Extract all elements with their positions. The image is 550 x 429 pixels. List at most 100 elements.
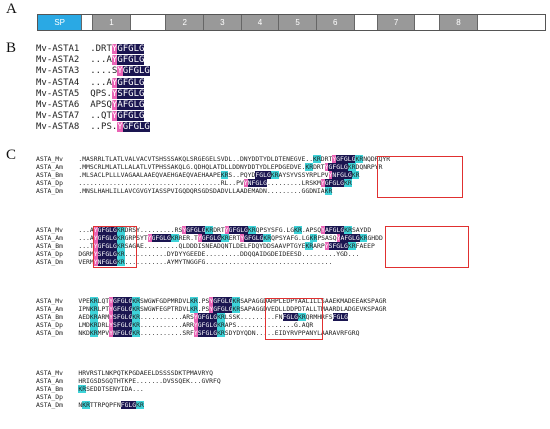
alignment-row-name: ASTA_Am xyxy=(36,163,71,172)
alignment-block-4: ASTA_Mv HRVRSTLNKPQTKPGDAEELDSSSSDKTPMAV… xyxy=(36,369,221,410)
alignment-row-sequence: .....................................RL.… xyxy=(78,179,352,188)
alignment-row-sequence: .MLSACLPLLLVAGAALAAEQVAEHGAEQVAEHAAPEKRS… xyxy=(78,171,360,180)
alignment-row-sequence: VERMYNFGLGKR...........AYMYTNGGFG.......… xyxy=(78,258,333,267)
repeat-box xyxy=(385,226,469,268)
spacer-segment xyxy=(415,15,441,30)
alignment-row-sequence: NKRTTRPQPFNFGLGKR xyxy=(78,401,144,410)
domain-architecture-bar: SP 1 2 3 4 5 6 7 8 xyxy=(37,14,546,31)
motif-row-sequence: ..QTYGFGLG xyxy=(90,111,145,122)
alignment-row-sequence: AEDKRARMYSFGLGKR...........ARSYGFGLGKRLS… xyxy=(78,313,349,322)
alignment-row: ASTA_Dp LMDKRDRLYSFGLGKR...........ARRYG… xyxy=(36,321,386,330)
motif-row: Mv-ASTA5 QPS.YSFGLG xyxy=(36,88,150,100)
motif-row-name: Mv-ASTA5 xyxy=(36,88,85,99)
alignment-row-name: ASTA_Bm xyxy=(36,242,71,251)
alignment-row-sequence: .MMSCRLMLATLLALATLVTPHSSAKQLG.QDHQLATDLL… xyxy=(78,163,383,172)
repeat-segment: 6 xyxy=(316,15,355,30)
alignment-row: ASTA_Bm ...TYGFGLGKRSAGAE.........QLDDDI… xyxy=(36,242,383,251)
motif-row: Mv-ASTA1 .DRTYGFGLG xyxy=(36,44,150,55)
alignment-row: ASTA_Dm NKRTTRPQPFNFGLGKR xyxy=(36,401,221,410)
alignment-row-name: ASTA_Am xyxy=(36,377,71,386)
alignment-row-name: ASTA_Bm xyxy=(36,171,71,180)
alignment-row-name: ASTA_Mv xyxy=(36,226,71,234)
motif-row-sequence: ...AYGFGLG xyxy=(90,55,145,66)
motif-row-name: Mv-ASTA4 xyxy=(36,77,85,88)
repeat-segment: 8 xyxy=(440,15,478,30)
repeat-segment: 7 xyxy=(377,15,416,30)
motif-row-sequence: ....SYGFGLG xyxy=(90,66,150,77)
alignment-row-name: ASTA_Dm xyxy=(36,187,71,196)
motif-row-name: Mv-ASTA2 xyxy=(36,55,85,66)
alignment-row-sequence: .MASRRLTLATLVALVACVTSHSSSAKQLSRGEGELSVDL… xyxy=(78,155,391,163)
motif-row: Mv-ASTA6 APSQYAFGLG xyxy=(36,99,150,111)
alignment-row-sequence: IPNKRLPTYGFGLGKRSWGWFEGPTRDVLKR.PSYGFGLG… xyxy=(78,305,387,314)
motif-row-name: Mv-ASTA1 xyxy=(36,44,85,54)
alignment-block-1: ASTA_Mv .MASRRLTLATLVALVACVTSHSSSAKQLSRG… xyxy=(36,155,390,196)
spacer-segment xyxy=(82,15,93,30)
repeat-segment: 2 xyxy=(166,15,205,30)
alignment-row: ASTA_Mv HRVRSTLNKPQTKPGDAEELDSSSSDKTPMAV… xyxy=(36,369,221,377)
motif-row-name: Mv-ASTA3 xyxy=(36,66,85,77)
alignment-row-name: ASTA_Dm xyxy=(36,401,71,410)
alignment-row: ASTA_Bm .MLSACLPLLLVAGAALAAEQVAEHGAEQVAE… xyxy=(36,171,390,180)
alignment-row: ASTA_Am HRIGSDSGQTHTKPE.......DVSSQEK...… xyxy=(36,377,221,385)
alignment-row-name: ASTA_Dp xyxy=(36,393,71,402)
alignment-row-sequence: .MNSLHAHLILLAVCGVGYIASSPVIGQDQRSGDSDADVL… xyxy=(78,187,333,196)
motif-row-name: Mv-ASTA6 xyxy=(36,99,85,110)
repeat-segment: 4 xyxy=(241,15,280,30)
alignment-row: ASTA_Mv ...AYGFGLGKRDRSY.........RSYGFGL… xyxy=(36,226,383,234)
motif-row-sequence: ...AYGFGLG xyxy=(90,77,145,88)
alignment-row: ASTA_Dp xyxy=(36,393,221,401)
alignment-row-sequence: ...TYGFGLGKRSAGAE.........QLDDDISNEADQNT… xyxy=(78,242,375,251)
motif-row-sequence: APSQYAFGLG xyxy=(90,99,145,110)
alignment-row: ASTA_Mv VPEKRLQTYGFGLGKRSWGWFGDPMRDVLKR.… xyxy=(36,297,386,305)
alignment-row: ASTA_Dp DGRMYSFGLGKR...........DYDYYGEED… xyxy=(36,250,383,259)
alignment-row-name: ASTA_Mv xyxy=(36,369,71,377)
motif-row: Mv-ASTA4 ...AYGFGLG xyxy=(36,77,150,89)
alignment-row-sequence: HRVRSTLNKPQTKPGDAEELDSSSSDKTPMAVRYQ xyxy=(78,369,214,377)
alignment-row-name: ASTA_Am xyxy=(36,234,71,243)
alignment-row-name: ASTA_Dp xyxy=(36,250,71,259)
repeat-segment: 3 xyxy=(204,15,242,30)
alignment-row-name: ASTA_Dm xyxy=(36,258,71,267)
alignment-row: ASTA_Dm .MNSLHAHLILLAVCGVGYIASSPVIGQDQRS… xyxy=(36,187,390,196)
alignment-row-name: ASTA_Am xyxy=(36,305,71,314)
alignment-row-name: ASTA_Mv xyxy=(36,297,71,305)
alignment-row-sequence: VPEKRLQTYGFGLGKRSWGWFGDPMRDVLKR.PSYGFGLG… xyxy=(78,297,387,305)
motif-row: Mv-ASTA3 ....SYGFGLG xyxy=(36,66,150,77)
alignment-row-name: ASTA_Dp xyxy=(36,321,71,330)
alignment-row-name: ASTA_Bm xyxy=(36,385,71,394)
signal-peptide-segment: SP xyxy=(38,15,83,30)
motif-alignment: Mv-ASTA1 .DRTYGFGLG Mv-ASTA2 ...AYGFGLG Mv… xyxy=(36,44,150,134)
motif-row: Mv-ASTA2 ...AYGFGLG xyxy=(36,55,150,66)
repeat-segment: 5 xyxy=(279,15,317,30)
spacer-segment xyxy=(131,15,167,30)
motif-row-sequence: QPS.YSFGLG xyxy=(90,88,145,99)
spacer-segment xyxy=(354,15,378,30)
alignment-row: ASTA_Am .MMSCRLMLATLLALATLVTPHSSAKQLG.QD… xyxy=(36,163,390,172)
panel-c-label: C xyxy=(6,147,17,163)
panel-a-label: A xyxy=(6,1,17,17)
alignment-row-name: ASTA_Dm xyxy=(36,329,71,338)
alignment-block-3: ASTA_Mv VPEKRLQTYGFGLGKRSWGWFGDPMRDVLKR.… xyxy=(36,297,387,338)
alignment-row: ASTA_Dm VERMYNFGLGKR...........AYMYTNGGF… xyxy=(36,258,383,267)
alignment-row-name: ASTA_Dp xyxy=(36,179,71,188)
alignment-row: ASTA_Bm KRSEDDTSENYIDA... xyxy=(36,385,221,394)
spacer-segment xyxy=(477,15,545,30)
alignment-row-sequence: KRSEDDTSENYIDA... xyxy=(78,385,144,394)
alignment-row: ASTA_Am ...AYGFGLGKRGRPSYTYGFGLGKRRER.TY… xyxy=(36,234,383,243)
alignment-row: ASTA_Dp ................................… xyxy=(36,179,390,188)
motif-row-name: Mv-ASTA8 xyxy=(36,122,85,133)
alignment-row-sequence: NKDKRMPVYNFGLGKR...........SRFYSFGLGKRSD… xyxy=(78,329,360,338)
alignment-row: ASTA_Mv .MASRRLTLATLVALVACVTSHSSSAKQLSRG… xyxy=(36,155,390,163)
alignment-row-name: ASTA_Mv xyxy=(36,155,71,163)
panel-b-label: B xyxy=(6,40,17,56)
alignment-block-2: ASTA_Mv ...AYGFGLGKRDRSY.........RSYGFGL… xyxy=(36,226,383,267)
alignment-row: ASTA_Bm AEDKRARMYSFGLGKR...........ARSYG… xyxy=(36,313,386,322)
alignment-row-sequence: ...AYGFGLGKRDRSY.........RSYGFGLGKRDRTYG… xyxy=(78,226,372,234)
alignment-row-sequence: HRIGSDSGQTHTKPE.......DVSSQEK...GVRFQ xyxy=(78,377,221,386)
alignment-row: ASTA_Dm NKDKRMPVYNFGLGKR...........SRFYS… xyxy=(36,329,386,338)
alignment-row-sequence: ...AYGFGLGKRGRPSYTYGFGLGKRRER.TYGFGLGKRE… xyxy=(78,234,383,243)
alignment-row: ASTA_Am IPNKRLPTYGFGLGKRSWGWFEGPTRDVLKR.… xyxy=(36,305,387,314)
alignment-row-sequence: DGRMYSFGLGKR...........DYDYYGEEDE.......… xyxy=(78,250,360,259)
motif-row-name: Mv-ASTA7 xyxy=(36,111,85,122)
